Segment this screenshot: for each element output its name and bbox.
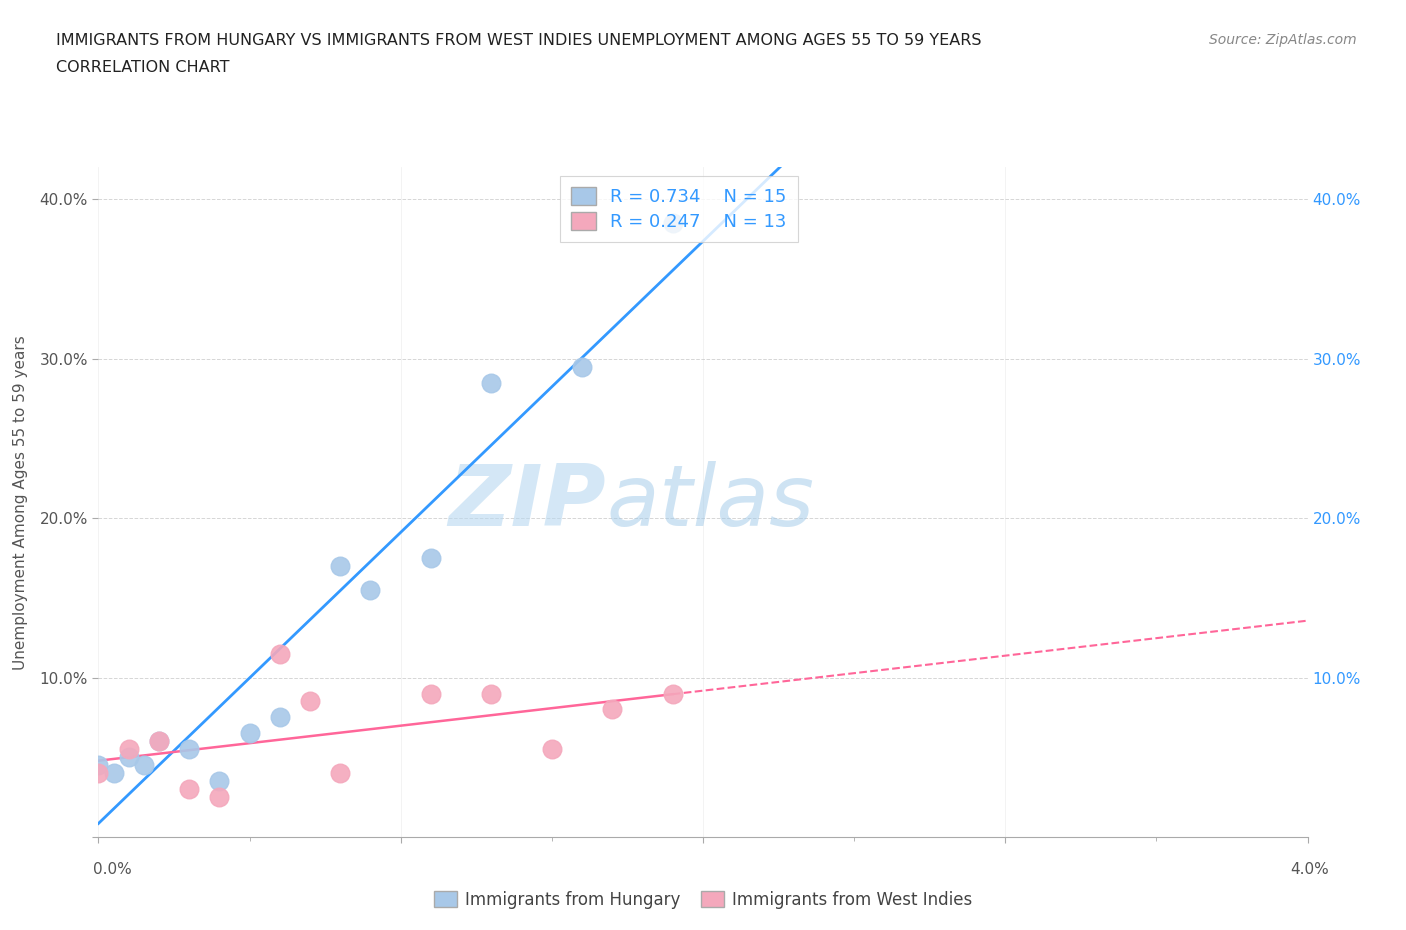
Point <box>329 559 352 574</box>
Text: Source: ZipAtlas.com: Source: ZipAtlas.com <box>1209 33 1357 46</box>
Point <box>118 750 141 764</box>
Point <box>148 734 170 749</box>
Text: CORRELATION CHART: CORRELATION CHART <box>56 60 229 75</box>
Point <box>208 774 231 789</box>
Point <box>541 742 564 757</box>
Point <box>360 582 382 597</box>
Point <box>148 734 170 749</box>
Point <box>179 782 201 797</box>
Point <box>420 551 443 565</box>
Point <box>329 765 352 780</box>
Point <box>269 710 291 724</box>
Legend: Immigrants from Hungary, Immigrants from West Indies: Immigrants from Hungary, Immigrants from… <box>427 884 979 916</box>
Point <box>239 726 262 741</box>
Point <box>420 686 443 701</box>
Text: ZIP: ZIP <box>449 460 606 544</box>
Point <box>103 765 125 780</box>
Point <box>87 758 110 773</box>
Point <box>662 686 685 701</box>
Y-axis label: Unemployment Among Ages 55 to 59 years: Unemployment Among Ages 55 to 59 years <box>14 335 28 670</box>
Point <box>481 375 503 390</box>
Point <box>602 702 624 717</box>
Point <box>571 359 593 374</box>
Text: 4.0%: 4.0% <box>1289 862 1329 877</box>
Point <box>269 646 291 661</box>
Point <box>662 216 685 231</box>
Point <box>208 790 231 804</box>
Point <box>118 742 141 757</box>
Point <box>179 742 201 757</box>
Point <box>299 694 322 709</box>
Point <box>132 758 155 773</box>
Text: 0.0%: 0.0% <box>93 862 132 877</box>
Text: atlas: atlas <box>606 460 814 544</box>
Point <box>87 765 110 780</box>
Point <box>481 686 503 701</box>
Text: IMMIGRANTS FROM HUNGARY VS IMMIGRANTS FROM WEST INDIES UNEMPLOYMENT AMONG AGES 5: IMMIGRANTS FROM HUNGARY VS IMMIGRANTS FR… <box>56 33 981 47</box>
